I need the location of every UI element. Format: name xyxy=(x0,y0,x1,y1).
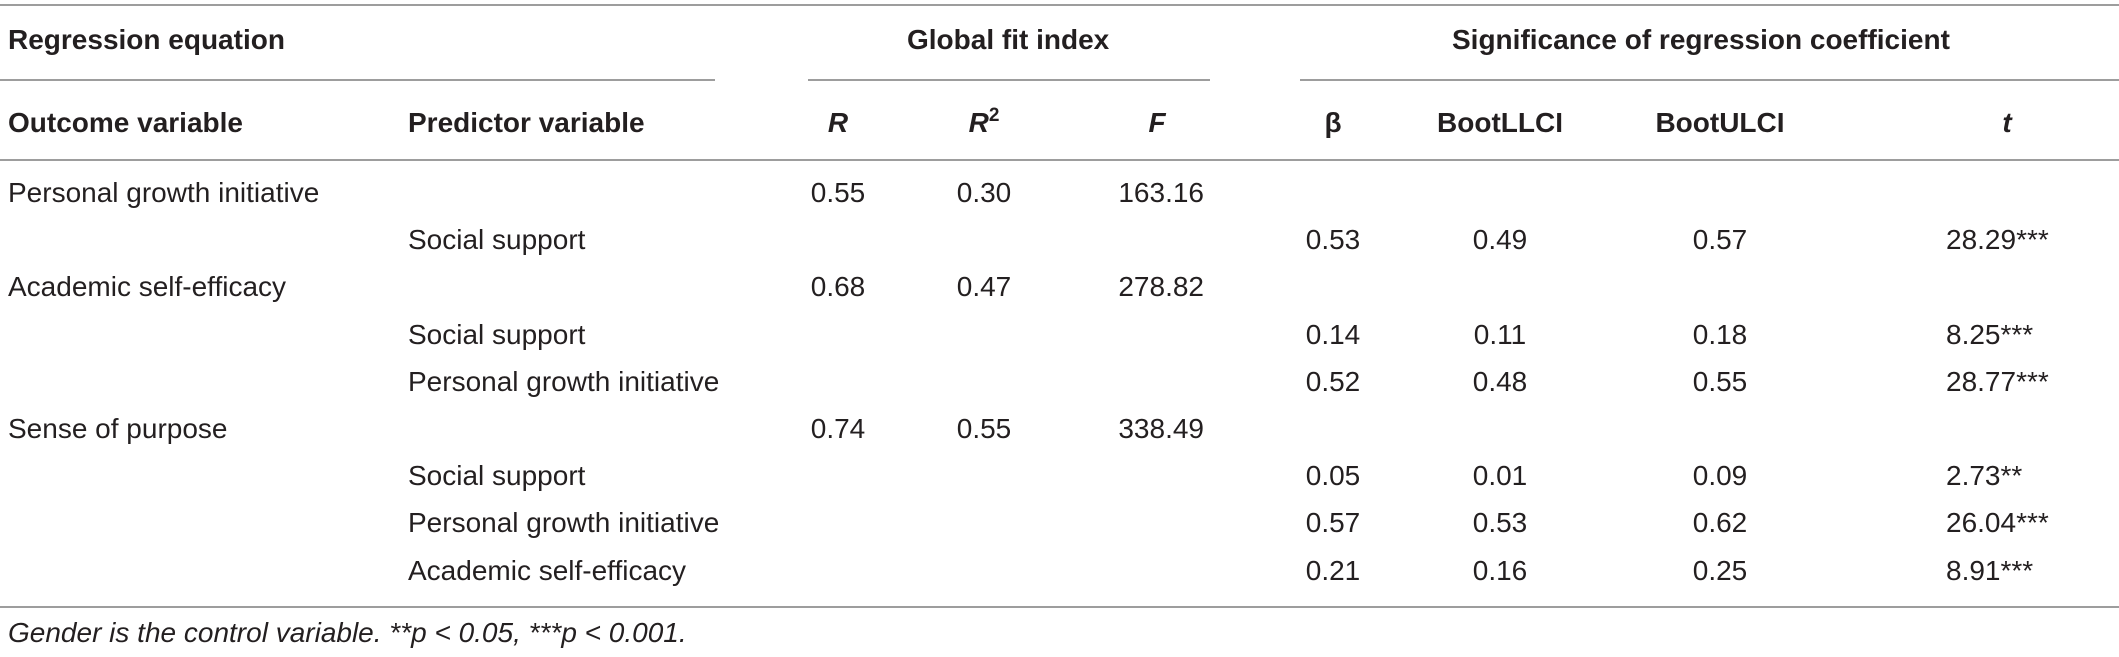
header-rule xyxy=(0,159,2119,161)
cell-llci: 0.11 xyxy=(1473,319,1527,350)
regression-equation-underline xyxy=(0,79,715,81)
cell-llci: 0.48 xyxy=(1472,366,1528,397)
table-footnote: Gender is the control variable. **p < 0.… xyxy=(8,617,687,648)
cell-r2: 0.30 xyxy=(956,177,1012,208)
cell-t: 2.73** xyxy=(1946,460,2023,491)
cell-r: 0.74 xyxy=(810,413,866,444)
cell-beta: 0.21 xyxy=(1305,555,1361,586)
cell-predictor: Social support xyxy=(408,319,586,350)
cell-f: 163.16 xyxy=(1118,177,1204,208)
cell-llci: 0.01 xyxy=(1472,460,1528,491)
cell-beta: 0.05 xyxy=(1305,460,1361,491)
cell-f: 278.82 xyxy=(1118,271,1204,302)
cell-t: 8.91*** xyxy=(1946,555,2034,586)
cell-t: 26.04*** xyxy=(1946,507,2049,538)
top-rule xyxy=(0,4,2119,6)
cell-beta: 0.14 xyxy=(1305,319,1361,350)
cell-t: 28.29*** xyxy=(1946,224,2049,255)
cell-ulci: 0.62 xyxy=(1692,507,1748,538)
cell-r2: 0.55 xyxy=(956,413,1012,444)
cell-predictor: Academic self-efficacy xyxy=(408,555,687,586)
cell-ulci: 0.25 xyxy=(1692,555,1748,586)
column-header-bootulci: BootULCI xyxy=(1655,107,1785,138)
cell-r: 0.55 xyxy=(810,177,866,208)
significance-underline xyxy=(1300,79,2119,81)
bottom-rule xyxy=(0,606,2119,608)
cell-llci: 0.53 xyxy=(1472,507,1528,538)
global-fit-underline xyxy=(808,79,1210,81)
cell-t: 28.77*** xyxy=(1946,366,2049,397)
cell-llci: 0.49 xyxy=(1472,224,1528,255)
column-header-outcome: Outcome variable xyxy=(8,107,243,138)
cell-beta: 0.52 xyxy=(1305,366,1361,397)
cell-predictor: Social support xyxy=(408,460,586,491)
column-header-r: R xyxy=(827,107,849,138)
cell-outcome: Personal growth initiative xyxy=(8,177,320,208)
cell-r2: 0.47 xyxy=(956,271,1012,302)
cell-outcome: Academic self-efficacy xyxy=(8,271,287,302)
column-header-beta: β xyxy=(1324,107,1342,138)
group-header-global-fit-index: Global fit index xyxy=(907,24,1110,55)
column-header-f: F xyxy=(1148,107,1166,138)
cell-r: 0.68 xyxy=(810,271,866,302)
cell-t: 8.25*** xyxy=(1946,319,2034,350)
column-header-r2: R2 xyxy=(968,105,1000,138)
cell-predictor: Social support xyxy=(408,224,586,255)
column-header-bootllci: BootLLCI xyxy=(1437,107,1563,138)
cell-predictor: Personal growth initiative xyxy=(408,507,720,538)
cell-outcome: Sense of purpose xyxy=(8,413,228,444)
cell-ulci: 0.09 xyxy=(1692,460,1748,491)
cell-beta: 0.53 xyxy=(1305,224,1361,255)
cell-beta: 0.57 xyxy=(1305,507,1361,538)
group-header-regression-equation: Regression equation xyxy=(8,24,285,55)
group-header-significance: Significance of regression coefficient xyxy=(1452,24,1950,55)
cell-ulci: 0.55 xyxy=(1692,366,1748,397)
cell-llci: 0.16 xyxy=(1472,555,1528,586)
cell-ulci: 0.57 xyxy=(1692,224,1748,255)
cell-predictor: Personal growth initiative xyxy=(408,366,720,397)
cell-f: 338.49 xyxy=(1118,413,1204,444)
cell-ulci: 0.18 xyxy=(1692,319,1748,350)
column-header-t: t xyxy=(2002,107,2012,138)
column-header-predictor: Predictor variable xyxy=(408,107,645,138)
